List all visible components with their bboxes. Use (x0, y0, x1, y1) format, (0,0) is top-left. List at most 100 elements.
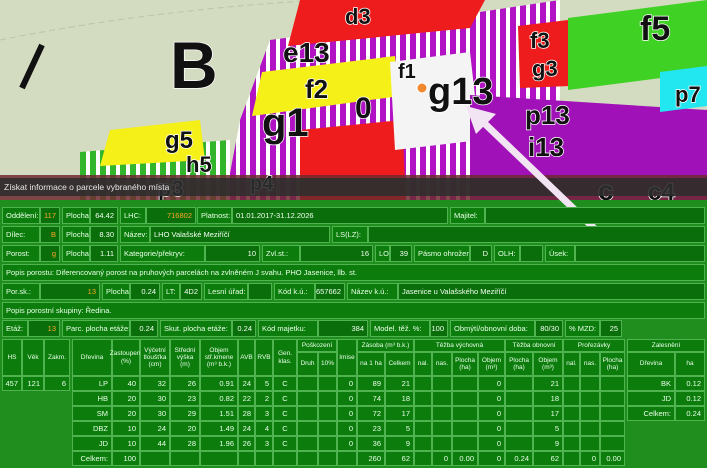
table-cell (414, 436, 432, 451)
field-label: LS(LZ): (332, 226, 368, 243)
table-cell: 457 (2, 376, 22, 391)
parcel-label: p13 (525, 100, 570, 130)
table-cell (432, 391, 452, 406)
field-label: Plocha: (102, 283, 130, 300)
table-cell: 10 (112, 421, 140, 436)
column-group-header: Těžba výchovná (414, 339, 505, 352)
column-header: Plocha (ha) (600, 352, 625, 376)
field-value: 13 (28, 320, 60, 337)
description: Popis porostu: Diferencovaný porost na p… (2, 264, 705, 281)
parcel-label: B (170, 28, 218, 102)
table-cell: C (273, 391, 297, 406)
field-value (485, 207, 705, 224)
field-value: 4D2 (180, 283, 202, 300)
table-cell: Celkem: (627, 406, 675, 421)
table-cell (255, 451, 273, 466)
table-cell (337, 451, 357, 466)
table-cell (600, 391, 625, 406)
field-label: Kód k.ú.: (274, 283, 315, 300)
table-cell: C (273, 436, 297, 451)
table-cell: 40 (112, 376, 140, 391)
table-cell: 20 (170, 421, 200, 436)
parcel-label: f1 (398, 61, 416, 83)
field-value: 80/30 (535, 320, 563, 337)
table-cell: 62 (385, 451, 414, 466)
table-cell (170, 451, 200, 466)
table-cell (140, 451, 170, 466)
field-value: LHO Valašské Meziříčí (150, 226, 330, 243)
field-label: Parc. plocha etáže: (62, 320, 130, 337)
map[interactable]: Bd3e13f1f2g10g13f3g3p13i13f5p7g5h5p3p4cc… (0, 0, 707, 200)
panel-title: Získat informace o parcele vybraného mís… (0, 178, 707, 196)
table-cell: 0.00 (452, 451, 478, 466)
table-cell (600, 421, 625, 436)
field-value: 0.24 (130, 320, 158, 337)
table-cell: 0 (337, 376, 357, 391)
table-cell: 24 (238, 421, 255, 436)
table-cell: JD (72, 436, 112, 451)
table-cell: 74 (357, 391, 385, 406)
table-cell: 0.24 (505, 451, 533, 466)
field-value: 25 (600, 320, 622, 337)
column-header: Celkem (385, 352, 414, 376)
map-marker[interactable] (416, 82, 428, 94)
field-label: LO: (375, 245, 390, 262)
parcel-label: i13 (528, 132, 564, 162)
parcel-label: d3 (345, 4, 371, 29)
table-cell (238, 451, 255, 466)
table-cell: 0 (337, 421, 357, 436)
field-label: Model. těž. %: (370, 320, 430, 337)
table-cell: 0 (580, 451, 600, 466)
column-header: Objem stř.kmene (m³ b.k.) (200, 339, 238, 376)
table-cell (600, 376, 625, 391)
field-value: 39 (390, 245, 412, 262)
table-cell: 260 (357, 451, 385, 466)
field-value: 117 (40, 207, 60, 224)
table-cell: 5 (255, 376, 273, 391)
table-cell (318, 451, 337, 466)
field-value (520, 245, 543, 262)
table-cell: 20 (112, 406, 140, 421)
table-cell (600, 436, 625, 451)
table-cell: BK (627, 376, 675, 391)
map-line (0, 0, 321, 41)
field-value: 384 (318, 320, 368, 337)
table-cell (432, 376, 452, 391)
field-label: Platnost: (197, 207, 232, 224)
field-label: Název k.ú.: (347, 283, 398, 300)
map-line (19, 43, 45, 90)
field-label: Skut. plocha etáže: (160, 320, 232, 337)
table-cell: 22 (238, 391, 255, 406)
table-cell (318, 436, 337, 451)
table-cell: 18 (533, 391, 563, 406)
table-cell (563, 421, 580, 436)
column-header: Objem (m³) (478, 352, 505, 376)
field-value: 0.24 (232, 320, 256, 337)
parcel (660, 66, 707, 112)
parcel-label: p7 (675, 82, 701, 107)
table-cell (600, 406, 625, 421)
table-cell (297, 406, 318, 421)
table-cell (414, 451, 432, 466)
table-cell (318, 421, 337, 436)
table-cell: 23 (170, 391, 200, 406)
column-header: Dřevina (72, 339, 112, 376)
field-value: 1.11 (90, 245, 118, 262)
table-cell (414, 376, 432, 391)
table-cell (452, 406, 478, 421)
field-value: 13 (40, 283, 100, 300)
table-cell: 0 (337, 436, 357, 451)
column-header: nas. (432, 352, 452, 376)
table-cell: 17 (533, 406, 563, 421)
field-label: Plocha: (62, 207, 90, 224)
field-label: Úsek: (545, 245, 575, 262)
column-header: ha (675, 352, 705, 376)
table-cell: 89 (357, 376, 385, 391)
column-header: Zakm. (44, 339, 70, 376)
table-cell (414, 421, 432, 436)
table-cell: 0 (337, 406, 357, 421)
table-cell: 30 (140, 406, 170, 421)
table-cell: SM (72, 406, 112, 421)
parcel-label: f5 (640, 10, 670, 48)
field-label: Plocha: (62, 245, 90, 262)
